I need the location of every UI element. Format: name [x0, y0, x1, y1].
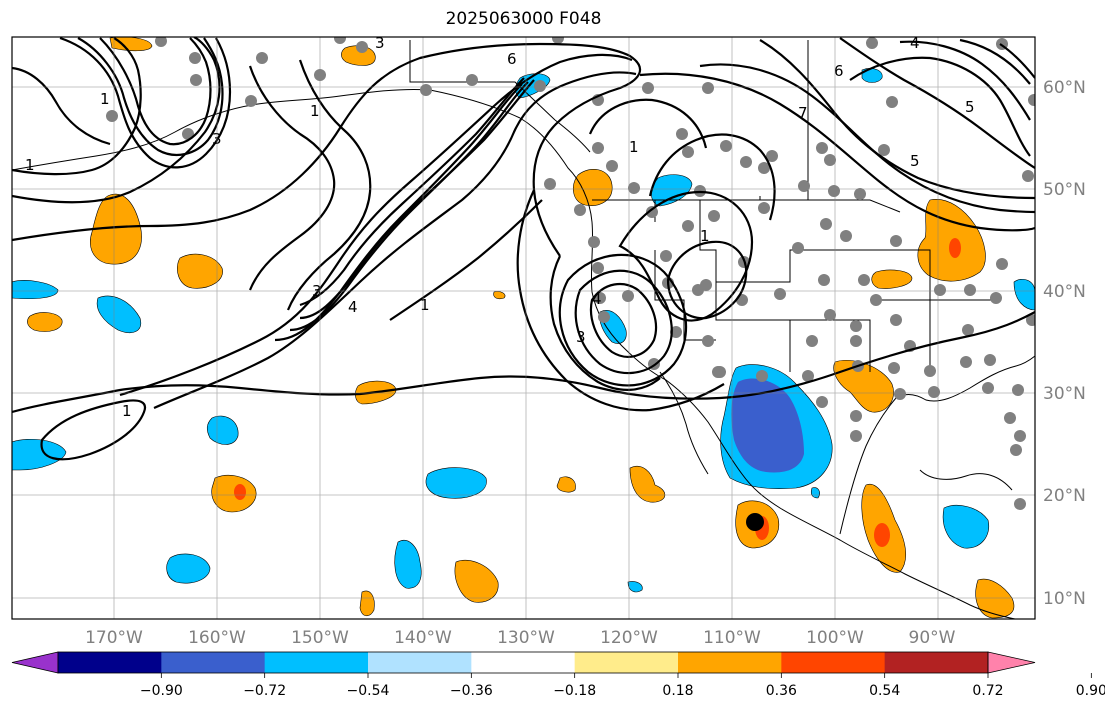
svg-text:3: 3 [375, 34, 385, 52]
svg-text:1: 1 [25, 156, 35, 174]
colorbar-segment [884, 652, 989, 673]
colorbar-segments [11, 651, 1036, 674]
lon-label: 120°W [600, 628, 658, 648]
colorbar-segment [781, 652, 886, 673]
svg-text:6: 6 [834, 62, 844, 80]
colorbar-tick-label: 0.54 [869, 683, 900, 699]
colorbar-tick-label: 0.18 [662, 683, 693, 699]
svg-text:1: 1 [100, 90, 110, 108]
colorbar-tick-label: −0.72 [243, 683, 286, 699]
colorbar-segment [161, 652, 266, 673]
hurricane-marker [746, 513, 764, 531]
svg-text:4: 4 [910, 34, 920, 52]
colorbar-segment [58, 652, 162, 673]
lat-label: 10°N [1043, 589, 1086, 609]
colorbar-tick-label: −0.54 [347, 683, 390, 699]
colorbar-tick-label: −0.18 [553, 683, 596, 699]
lat-label: 50°N [1043, 180, 1086, 200]
lon-label: 110°W [703, 628, 761, 648]
svg-text:1: 1 [310, 102, 320, 120]
colorbar-frame [57, 651, 989, 674]
colorbar-segment [574, 652, 679, 673]
gridlines [12, 37, 1035, 619]
svg-text:3: 3 [576, 328, 586, 346]
strong-positive-anomaly-shading [234, 238, 961, 547]
svg-text:1: 1 [420, 296, 430, 314]
longitude-labels: 170°W 160°W 150°W 140°W 130°W 120°W 110°… [85, 628, 956, 648]
map-title: 2025063000 F048 [445, 9, 602, 29]
colorbar-segment [471, 652, 576, 673]
colorbar-extend-max [987, 651, 1036, 674]
map-frame [11, 36, 1036, 620]
svg-text:1: 1 [629, 138, 639, 156]
colorbar-extend-min [11, 651, 59, 674]
colorbar-segment [264, 652, 369, 673]
contour-lines [12, 37, 1035, 461]
latitude-labels: 60°N 50°N 40°N 30°N 20°N 10°N [1043, 78, 1086, 609]
map-content: 3 6 7 1 1 4 5 6 1 1 3 4 1 5 3 4 3 1 1 [12, 34, 1035, 619]
colorbar-tick-label: −0.90 [140, 683, 183, 699]
colorbar-tick-label: 0.90 [1076, 683, 1105, 699]
svg-text:1: 1 [122, 402, 132, 420]
lon-label: 170°W [85, 628, 143, 648]
svg-text:4: 4 [592, 290, 602, 308]
svg-text:5: 5 [965, 98, 975, 116]
lat-label: 20°N [1043, 486, 1086, 506]
lon-label: 100°W [806, 628, 864, 648]
colorbar-tick-label: −0.36 [450, 683, 493, 699]
lat-label: 40°N [1043, 282, 1086, 302]
colorbar-tick-label: 0.72 [972, 683, 1003, 699]
svg-text:4: 4 [348, 298, 358, 316]
strong-negative-anomaly-shading [731, 378, 804, 473]
contour-labels: 3 6 7 1 1 4 5 6 1 1 3 4 1 5 3 4 3 1 1 [25, 34, 975, 420]
lon-label: 140°W [394, 628, 452, 648]
svg-text:1: 1 [700, 227, 710, 245]
lon-label: 130°W [497, 628, 555, 648]
svg-text:5: 5 [910, 152, 920, 170]
colorbar-tick-label: 0.36 [766, 683, 797, 699]
colorbar-segment [678, 652, 782, 673]
lon-label: 90°W [909, 628, 956, 648]
colorbar-segment [368, 652, 472, 673]
colorbar-tick-labels: −0.90 −0.72 −0.54 −0.36 −0.18 0.18 0.36 0.54 0.7… [140, 673, 1105, 699]
colorbar: −0.90 −0.72 −0.54 −0.36 −0.18 0.18 0.36 0.54 0.7… [11, 651, 1105, 699]
svg-text:7: 7 [798, 104, 808, 122]
svg-text:6: 6 [507, 50, 517, 68]
lat-label: 60°N [1043, 78, 1086, 98]
lon-label: 150°W [291, 628, 349, 648]
coastlines [12, 40, 1035, 619]
lon-label: 160°W [188, 628, 246, 648]
lat-label: 30°N [1043, 384, 1086, 404]
